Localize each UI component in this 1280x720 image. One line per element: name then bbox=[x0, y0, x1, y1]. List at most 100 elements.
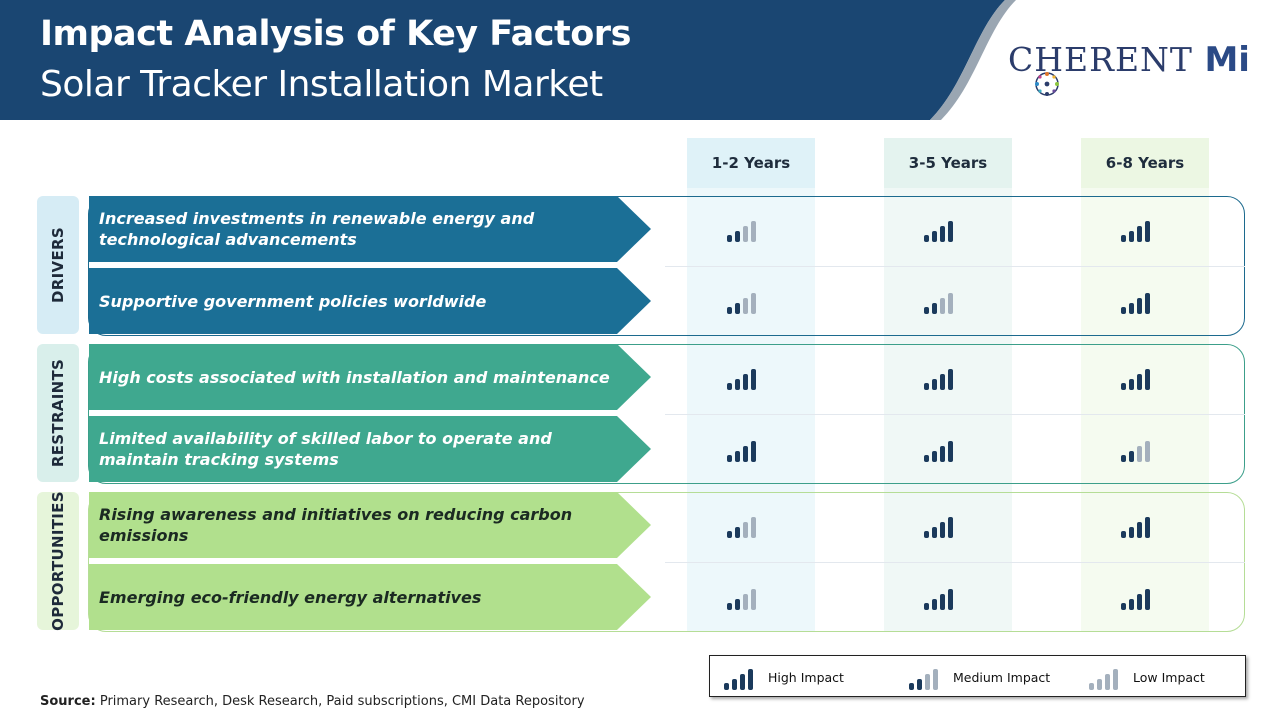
legend-medium-label: Medium Impact bbox=[953, 669, 1051, 685]
signal-bar bbox=[932, 451, 937, 462]
signal-bar bbox=[924, 531, 929, 538]
signal-bar bbox=[751, 517, 756, 538]
signal-bar bbox=[924, 383, 929, 390]
high-impact-icon bbox=[924, 436, 962, 462]
signal-bar bbox=[948, 369, 953, 390]
signal-bar bbox=[751, 293, 756, 314]
signal-bar bbox=[940, 446, 945, 462]
signal-bar bbox=[727, 307, 732, 314]
factor-arrow-shape bbox=[89, 196, 651, 262]
factor-row: Limited availability of skilled labor to… bbox=[89, 416, 651, 482]
high-impact-icon bbox=[924, 364, 962, 390]
signal-bar bbox=[1121, 235, 1126, 242]
signal-bar bbox=[1129, 527, 1134, 538]
signal-bar bbox=[948, 293, 953, 314]
factor-row: Supportive government policies worldwide bbox=[89, 268, 651, 334]
signal-bar bbox=[940, 226, 945, 242]
signal-bar bbox=[727, 235, 732, 242]
signal-bar bbox=[1145, 293, 1150, 314]
signal-bar bbox=[1129, 231, 1134, 242]
signal-bar bbox=[1121, 603, 1126, 610]
group-side-label: OPPORTUNITIES bbox=[37, 491, 79, 631]
factor-arrow-shape bbox=[89, 416, 651, 482]
signal-bar bbox=[925, 674, 930, 690]
signal-bar bbox=[732, 679, 737, 690]
factor-row: High costs associated with installation … bbox=[89, 344, 651, 410]
signal-bar bbox=[727, 603, 732, 610]
signal-bar bbox=[948, 517, 953, 538]
high-impact-icon bbox=[727, 364, 765, 390]
signal-bar bbox=[1121, 531, 1126, 538]
source-note: Source: Primary Research, Desk Research,… bbox=[40, 694, 585, 709]
signal-bar bbox=[1137, 446, 1142, 462]
column-background bbox=[687, 188, 815, 632]
signal-bar bbox=[751, 441, 756, 462]
signal-bar bbox=[735, 451, 740, 462]
high-impact-icon bbox=[1121, 584, 1159, 610]
medium-impact-icon bbox=[727, 288, 765, 314]
factor-text: High costs associated with installation … bbox=[99, 367, 610, 387]
signal-bar bbox=[1137, 522, 1142, 538]
high-impact-icon bbox=[924, 512, 962, 538]
signal-bar bbox=[932, 303, 937, 314]
signal-bar bbox=[727, 531, 732, 538]
medium-impact-icon bbox=[727, 216, 765, 242]
signal-bar bbox=[1137, 298, 1142, 314]
signal-bar bbox=[751, 221, 756, 242]
factor-arrow-shape bbox=[89, 492, 651, 558]
signal-bar bbox=[735, 527, 740, 538]
signal-bar bbox=[940, 374, 945, 390]
signal-bar bbox=[727, 455, 732, 462]
signal-bar bbox=[743, 594, 748, 610]
signal-bar bbox=[948, 589, 953, 610]
signal-bar bbox=[743, 374, 748, 390]
header-banner: Impact Analysis of Key Factors Solar Tra… bbox=[0, 0, 1280, 120]
factor-arrow-shape bbox=[89, 268, 651, 334]
signal-bar bbox=[1121, 383, 1126, 390]
signal-bar bbox=[948, 441, 953, 462]
factor-row: Emerging eco-friendly energy alternative… bbox=[89, 564, 651, 630]
row-divider bbox=[665, 562, 1245, 563]
high-impact-icon bbox=[727, 436, 765, 462]
signal-bar bbox=[1097, 679, 1102, 690]
signal-bar bbox=[932, 231, 937, 242]
factor-text: Limited availability of skilled labor to… bbox=[99, 429, 552, 469]
factor-arrow-shape bbox=[89, 564, 651, 630]
signal-bar bbox=[743, 226, 748, 242]
signal-bar bbox=[735, 303, 740, 314]
signal-bar bbox=[743, 446, 748, 462]
legend-low: Low Impact bbox=[1089, 664, 1205, 690]
signal-bar bbox=[1137, 226, 1142, 242]
high-impact-icon bbox=[924, 584, 962, 610]
signal-bar bbox=[1137, 594, 1142, 610]
group-label: DRIVERS bbox=[49, 227, 67, 303]
signal-bar bbox=[940, 522, 945, 538]
page-subtitle: Solar Tracker Installation Market bbox=[40, 64, 603, 105]
coherent-mi-logo: C HERENT Mi bbox=[1008, 40, 1250, 96]
signal-bar bbox=[933, 669, 938, 690]
signal-bar bbox=[751, 369, 756, 390]
factor-row: Rising awareness and initiatives on redu… bbox=[89, 492, 651, 558]
signal-bar bbox=[909, 683, 914, 690]
logo-wordmark: HERENT bbox=[1034, 40, 1193, 79]
high-impact-icon bbox=[1121, 288, 1159, 314]
legend-high-label: High Impact bbox=[768, 669, 844, 685]
signal-bar bbox=[727, 383, 732, 390]
signal-bar bbox=[1089, 683, 1094, 690]
header-background bbox=[0, 0, 1280, 120]
signal-bar bbox=[735, 379, 740, 390]
column-header: 6-8 Years bbox=[1081, 138, 1209, 188]
legend-medium: Medium Impact bbox=[909, 666, 1051, 690]
signal-bar bbox=[1145, 441, 1150, 462]
factor-row: Increased investments in renewable energ… bbox=[89, 196, 651, 262]
signal-bar bbox=[1113, 669, 1118, 690]
low-impact-icon bbox=[1089, 664, 1127, 690]
signal-bar bbox=[932, 379, 937, 390]
source-label: Source: bbox=[40, 694, 96, 709]
signal-bar bbox=[1121, 455, 1126, 462]
impact-legend: High Impact Medium Impact Low Impact bbox=[709, 655, 1246, 697]
high-impact-icon bbox=[1121, 216, 1159, 242]
factor-arrow-shape bbox=[89, 344, 651, 410]
medium-impact-icon bbox=[924, 288, 962, 314]
signal-bar bbox=[940, 594, 945, 610]
